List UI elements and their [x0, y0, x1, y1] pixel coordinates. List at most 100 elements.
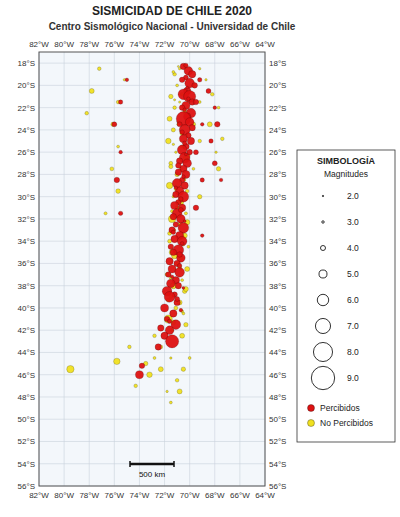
- quake-point: [180, 242, 184, 246]
- y-tick-label: 22°S: [18, 104, 35, 113]
- quake-point: [110, 167, 114, 171]
- chart-container: SISMICIDAD DE CHILE 2020Centro Sismológi…: [0, 0, 400, 517]
- legend-size-label: 3.0: [347, 217, 359, 227]
- y-tick-label-right: 32°S: [269, 215, 286, 224]
- quake-point: [185, 266, 190, 271]
- y-grid-line: [39, 307, 265, 308]
- quake-point: [186, 86, 189, 89]
- quake-point: [213, 106, 217, 110]
- quake-point: [184, 63, 188, 67]
- y-grid-line: [39, 129, 265, 130]
- x-tick-label: 68°W: [205, 491, 225, 500]
- quake-point: [198, 139, 202, 143]
- x-tick-label-top: 76°W: [105, 40, 125, 49]
- quake-point: [177, 65, 179, 67]
- quake-point: [117, 145, 120, 148]
- x-tick-label-top: 78°W: [79, 40, 99, 49]
- legend-color-marker: [308, 405, 315, 412]
- quake-point: [197, 194, 201, 198]
- x-tick-label-top: 72°W: [155, 40, 175, 49]
- quake-point: [192, 83, 198, 89]
- y-tick-label: 46°S: [18, 371, 35, 380]
- quake-point: [182, 170, 190, 178]
- x-grid-line: [114, 52, 115, 486]
- quake-point: [200, 123, 204, 127]
- y-tick-label-right: 54°S: [269, 460, 286, 469]
- quake-point: [175, 378, 179, 382]
- quake-point: [187, 137, 194, 144]
- x-grid-line: [164, 52, 165, 486]
- legend-size-label: 2.0: [347, 191, 359, 201]
- x-tick-label: 82°W: [29, 491, 49, 500]
- quake-point: [179, 101, 181, 103]
- scale-bar-end: [173, 461, 175, 467]
- quake-point: [177, 389, 182, 394]
- y-tick-label-right: 26°S: [269, 148, 286, 157]
- y-tick-label-right: 50°S: [269, 415, 286, 424]
- quake-point: [104, 212, 107, 215]
- quake-point: [176, 84, 179, 87]
- quake-point: [119, 150, 123, 154]
- y-tick-label: 42°S: [18, 326, 35, 335]
- quake-point: [183, 108, 187, 112]
- y-tick-label-right: 52°S: [269, 437, 286, 446]
- quake-point: [200, 234, 204, 238]
- quake-point: [97, 67, 101, 71]
- legend-subtitle: Magnitudes: [324, 169, 368, 179]
- quake-point: [67, 365, 74, 372]
- y-tick-label-right: 46°S: [269, 371, 286, 380]
- y-grid-line: [39, 174, 265, 175]
- y-grid-line: [39, 241, 265, 242]
- legend-size-label: 7.0: [347, 321, 359, 331]
- x-tick-label: 72°W: [155, 491, 175, 500]
- y-tick-label-right: 38°S: [269, 282, 286, 291]
- y-grid-line: [39, 196, 265, 197]
- y-tick-label-right: 34°S: [269, 237, 286, 246]
- x-grid-line: [239, 52, 240, 486]
- x-tick-label-top: 66°W: [230, 40, 250, 49]
- quake-point: [205, 79, 207, 81]
- quake-point: [175, 282, 181, 288]
- y-tick-label: 38°S: [18, 282, 35, 291]
- quake-point: [175, 169, 181, 175]
- quake-point: [180, 333, 185, 338]
- y-tick-label-right: 36°S: [269, 259, 286, 268]
- quake-point: [116, 189, 121, 194]
- quake-point: [173, 106, 177, 110]
- y-grid-line: [39, 352, 265, 353]
- quake-point: [188, 357, 191, 360]
- quake-point: [200, 178, 204, 182]
- quake-point: [193, 99, 199, 105]
- quake-point: [178, 208, 183, 213]
- legend-size-label: 9.0: [347, 373, 359, 383]
- quake-point: [158, 367, 163, 372]
- x-tick-label: 76°W: [105, 491, 125, 500]
- quake-point: [214, 122, 220, 128]
- quake-point: [166, 390, 168, 392]
- x-tick-label: 78°W: [79, 491, 99, 500]
- quake-point: [183, 220, 186, 223]
- y-tick-label-right: 30°S: [269, 193, 286, 202]
- legend-size-label: 4.0: [347, 243, 359, 253]
- quake-point: [175, 268, 185, 278]
- points: [67, 63, 224, 404]
- quake-point: [118, 211, 122, 215]
- y-grid-line: [39, 330, 265, 331]
- grid: [39, 52, 265, 486]
- y-grid-line: [39, 263, 265, 264]
- quake-point: [135, 371, 143, 379]
- quake-point: [125, 78, 129, 82]
- quake-point: [170, 275, 174, 279]
- x-tick-label: 64°W: [255, 491, 275, 500]
- legend-box: [297, 150, 395, 442]
- x-tick-label: 70°W: [180, 491, 200, 500]
- quake-point: [198, 67, 200, 69]
- quake-point: [187, 97, 191, 101]
- y-tick-label-right: 22°S: [269, 104, 286, 113]
- x-tick-label: 80°W: [54, 491, 74, 500]
- y-tick-label-right: 48°S: [269, 393, 286, 402]
- quake-point: [177, 252, 183, 258]
- quake-point: [177, 215, 186, 224]
- quake-point: [179, 77, 185, 83]
- series-0: [112, 63, 223, 379]
